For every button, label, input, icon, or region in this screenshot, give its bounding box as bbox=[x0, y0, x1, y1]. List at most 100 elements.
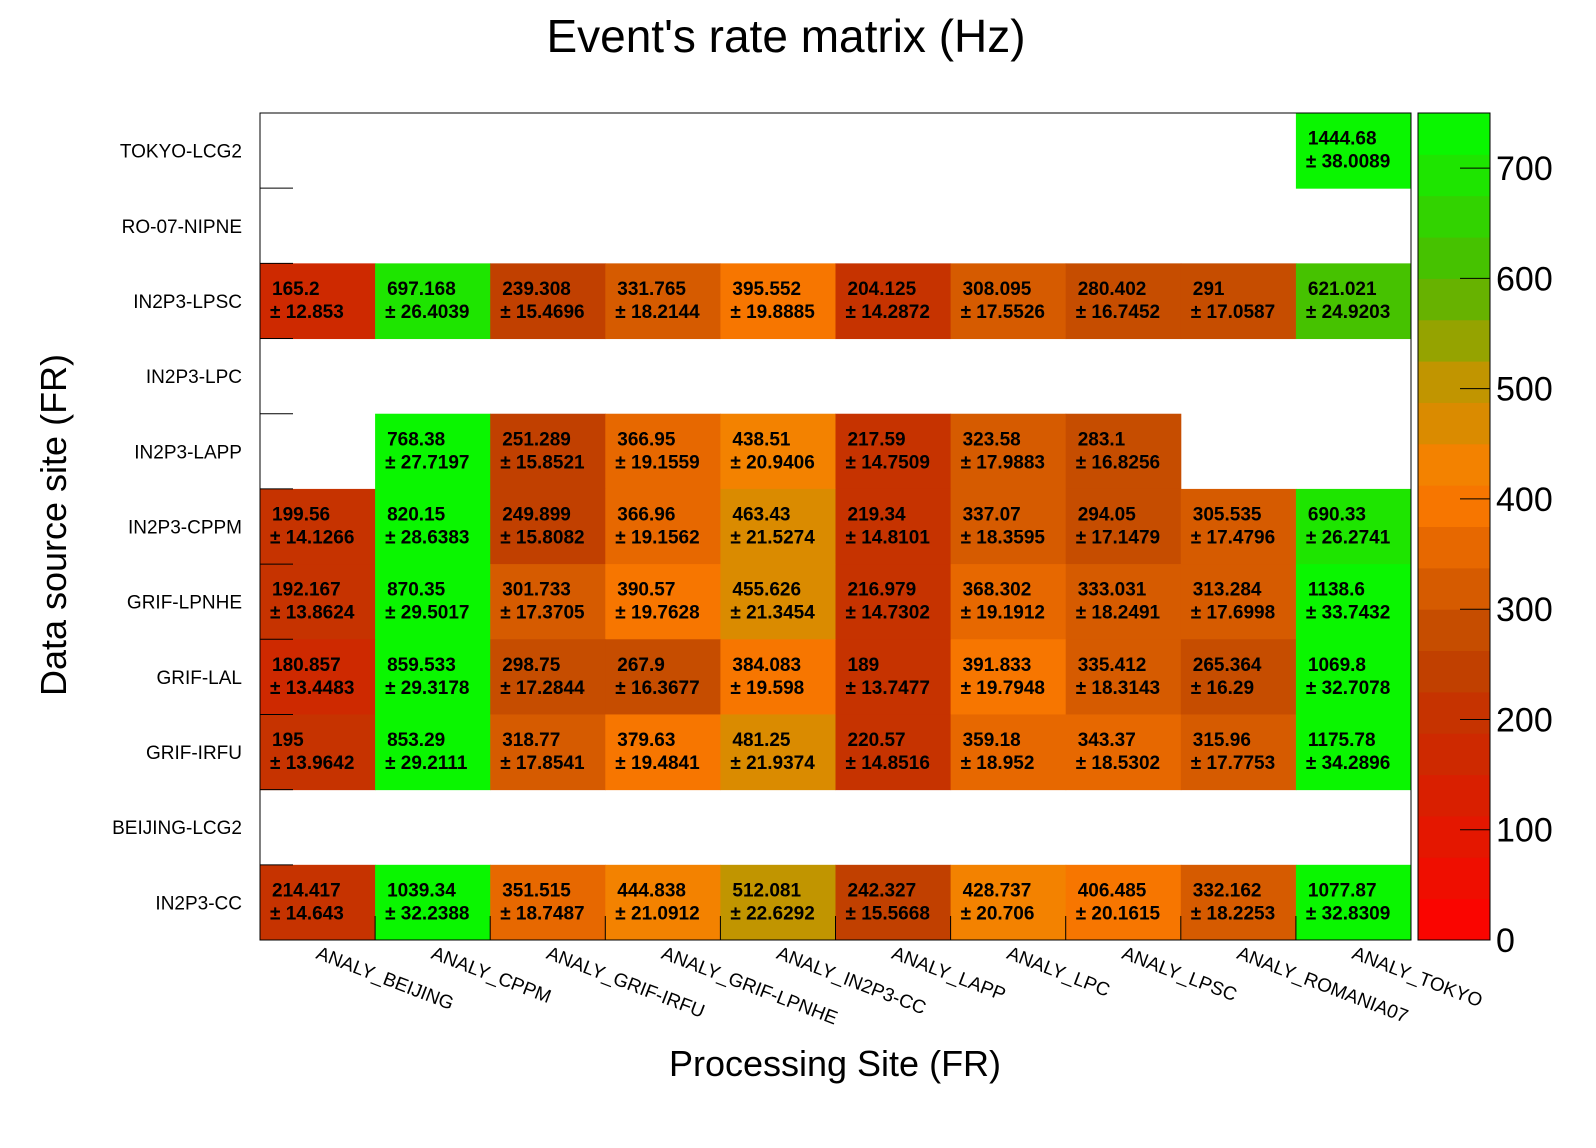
cell-value-label: 313.284 bbox=[1193, 580, 1262, 601]
color-scale-tick-label: 0 bbox=[1496, 922, 1515, 960]
color-scale-band bbox=[1418, 526, 1490, 569]
color-scale-band bbox=[1418, 361, 1490, 403]
heatmap-cell bbox=[835, 864, 952, 941]
cell-value-label: 337.07 bbox=[963, 505, 1021, 526]
heatmap-cell bbox=[1295, 639, 1412, 715]
heatmap-cell bbox=[835, 263, 952, 340]
cell-error-label: ± 19.4841 bbox=[615, 753, 700, 774]
heatmap-cell bbox=[490, 864, 606, 941]
cell-value-label: 199.56 bbox=[272, 505, 330, 526]
x-tick-label: ANALY_LPC bbox=[1004, 943, 1113, 1001]
color-scale-band bbox=[1418, 898, 1490, 941]
cell-value-label: 219.34 bbox=[848, 505, 907, 526]
cell-value-label: 384.083 bbox=[732, 655, 801, 676]
cell-value-label: 366.96 bbox=[617, 505, 675, 526]
cell-error-label: ± 24.9203 bbox=[1306, 302, 1390, 323]
cell-error-label: ± 19.7948 bbox=[961, 678, 1045, 699]
cell-error-label: ± 20.9406 bbox=[730, 452, 814, 473]
cell-error-label: ± 20.706 bbox=[961, 903, 1035, 924]
cell-error-label: ± 14.643 bbox=[270, 903, 344, 924]
cell-value-label: 249.899 bbox=[502, 505, 571, 526]
heatmap-cell bbox=[1295, 488, 1412, 565]
heatmap-cell bbox=[375, 413, 491, 490]
cell-value-label: 333.031 bbox=[1078, 580, 1147, 601]
cell-error-label: ± 18.3595 bbox=[961, 528, 1046, 549]
y-axis-title: Data source site (FR) bbox=[33, 354, 74, 696]
cell-value-label: 481.25 bbox=[732, 730, 791, 751]
color-scale-band bbox=[1418, 113, 1490, 155]
cell-error-label: ± 19.1559 bbox=[615, 452, 699, 473]
color-scale-tick-label: 700 bbox=[1496, 150, 1553, 188]
cell-value-label: 265.364 bbox=[1193, 655, 1262, 676]
color-scale-band bbox=[1418, 237, 1490, 279]
cell-value-label: 331.765 bbox=[617, 279, 686, 300]
cell-value-label: 366.95 bbox=[617, 429, 676, 450]
cell-error-label: ± 14.8516 bbox=[846, 753, 930, 774]
cell-value-label: 390.57 bbox=[617, 580, 675, 601]
cell-error-label: ± 18.5302 bbox=[1076, 753, 1160, 774]
cell-value-label: 318.77 bbox=[502, 730, 560, 751]
cell-value-label: 220.57 bbox=[848, 730, 906, 751]
cell-error-label: ± 13.9642 bbox=[270, 753, 354, 774]
cell-value-label: 283.1 bbox=[1078, 429, 1126, 450]
cell-error-label: ± 19.8885 bbox=[730, 302, 815, 323]
cell-error-label: ± 34.2896 bbox=[1306, 753, 1390, 774]
cell-error-label: ± 14.1266 bbox=[270, 528, 354, 549]
y-tick-label: GRIF-LAL bbox=[156, 668, 242, 689]
cell-value-label: 391.833 bbox=[963, 655, 1032, 676]
heatmap-cell bbox=[490, 564, 606, 640]
color-scale-tick-label: 300 bbox=[1496, 591, 1553, 629]
cell-value-label: 189 bbox=[848, 655, 880, 676]
heatmap-cell bbox=[605, 263, 721, 340]
cell-value-label: 438.51 bbox=[732, 429, 791, 450]
cell-value-label: 165.2 bbox=[272, 279, 320, 300]
color-scale-tick-label: 200 bbox=[1496, 701, 1553, 739]
cell-error-label: ± 27.7197 bbox=[385, 452, 469, 473]
cell-error-label: ± 13.8624 bbox=[270, 603, 355, 624]
heatmap-cell bbox=[605, 488, 721, 565]
cell-error-label: ± 17.9883 bbox=[961, 452, 1045, 473]
x-tick-label: ANALY_LPSC bbox=[1119, 943, 1240, 1006]
cell-value-label: 1444.68 bbox=[1308, 129, 1377, 150]
heatmap-cell bbox=[1180, 864, 1297, 941]
heatmap-cell bbox=[720, 864, 836, 941]
color-scale-frame bbox=[1417, 112, 1491, 941]
cell-error-label: ± 38.0089 bbox=[1306, 152, 1390, 173]
color-scale-band bbox=[1418, 485, 1490, 527]
cell-error-label: ± 18.3143 bbox=[1076, 678, 1160, 699]
heatmap-cell bbox=[835, 413, 952, 490]
heatmap-cell bbox=[490, 413, 606, 490]
cell-error-label: ± 16.29 bbox=[1191, 678, 1254, 699]
heatmap-cell bbox=[720, 413, 836, 490]
y-tick-label: IN2P3-LAPP bbox=[134, 442, 242, 463]
cell-error-label: ± 18.7487 bbox=[500, 903, 584, 924]
heatmap-cell bbox=[260, 564, 376, 640]
heatmap-cell bbox=[1180, 564, 1297, 640]
cell-value-label: 1039.34 bbox=[387, 880, 456, 901]
heatmap-cell bbox=[1065, 488, 1182, 565]
cell-value-label: 294.05 bbox=[1078, 505, 1137, 526]
color-scale-tick-label: 100 bbox=[1496, 812, 1553, 850]
cell-value-label: 204.125 bbox=[848, 279, 917, 300]
heatmap-cell bbox=[835, 639, 952, 715]
cell-error-label: ± 17.8541 bbox=[500, 753, 585, 774]
cell-value-label: 853.29 bbox=[387, 730, 445, 751]
cell-error-label: ± 14.2872 bbox=[846, 302, 930, 323]
cell-error-label: ± 16.3677 bbox=[615, 678, 699, 699]
cell-value-label: 1069.8 bbox=[1308, 655, 1366, 676]
cell-value-label: 1175.78 bbox=[1308, 730, 1376, 751]
cell-value-label: 463.43 bbox=[732, 505, 790, 526]
cell-value-label: 395.552 bbox=[732, 279, 801, 300]
color-scale-band bbox=[1418, 567, 1490, 610]
heatmap-cell bbox=[605, 564, 721, 640]
cell-value-label: 214.417 bbox=[272, 880, 341, 901]
y-tick-label: TOKYO-LCG2 bbox=[120, 142, 242, 163]
cell-value-label: 444.838 bbox=[617, 880, 686, 901]
cell-error-label: ± 17.6998 bbox=[1191, 603, 1275, 624]
cell-value-label: 359.18 bbox=[963, 730, 1021, 751]
cell-error-label: ± 17.1479 bbox=[1076, 528, 1160, 549]
cell-value-label: 351.515 bbox=[502, 880, 571, 901]
cell-value-label: 512.081 bbox=[732, 880, 801, 901]
heatmap-cell bbox=[260, 263, 376, 340]
